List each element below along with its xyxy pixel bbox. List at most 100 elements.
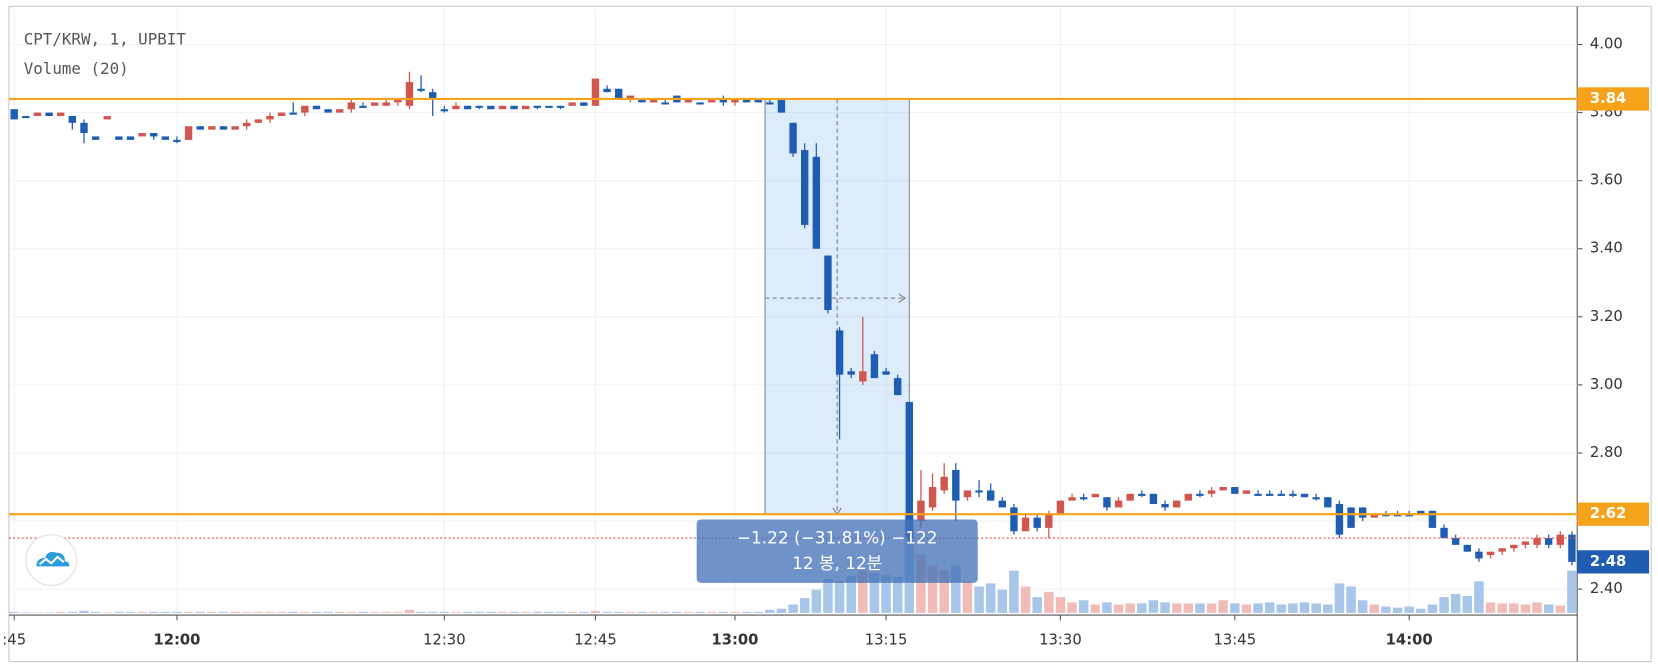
candle-body [301, 105, 309, 113]
volume-bar [695, 611, 705, 613]
y-tick-label: 3.60 [1590, 172, 1623, 189]
x-tick-label: 13:00 [711, 631, 758, 648]
volume-bar [1299, 602, 1310, 613]
logo-line[interactable] [38, 555, 65, 566]
volume-bar [590, 610, 601, 613]
candle-body [556, 105, 565, 108]
volume-bar [1462, 596, 1473, 613]
candle-body [57, 112, 65, 117]
volume-bar [520, 611, 531, 613]
volume-bar [834, 581, 845, 613]
volume-bar [114, 611, 124, 613]
volume-bar [637, 611, 647, 613]
volume-bar [1474, 581, 1484, 613]
y-tick-label: 3.00 [1590, 376, 1623, 393]
candle-body [1358, 507, 1367, 518]
logo[interactable] [25, 534, 78, 586]
candle-body [986, 490, 995, 501]
volume-bar [706, 611, 717, 613]
volume-bar [90, 611, 101, 613]
volume-bar [567, 611, 577, 613]
logo-cloud[interactable] [36, 551, 70, 567]
candle-body [196, 126, 204, 130]
volume-bar [1206, 603, 1217, 613]
candle-body [1289, 493, 1297, 496]
measure-label-box [696, 519, 978, 583]
candle-body [1312, 497, 1320, 500]
candle-body [103, 116, 111, 120]
volume-bar [613, 611, 624, 613]
volume-bar [79, 610, 89, 613]
volume-bar [1450, 593, 1461, 613]
volume-bar [625, 611, 636, 613]
volume-bar [892, 577, 903, 613]
candle-body [1451, 538, 1460, 545]
price-label: 3.84 [1590, 90, 1626, 107]
candle-body [1068, 497, 1076, 501]
volume-bar [427, 611, 438, 613]
candle-body [649, 98, 658, 103]
candle-body [126, 136, 135, 140]
candle-body [1533, 538, 1541, 545]
volume-bar [1171, 603, 1182, 613]
candle-body [661, 102, 669, 105]
marks [10, 71, 1576, 566]
volume-bar [253, 611, 264, 613]
volume-bar [916, 554, 926, 613]
candle-body [1510, 544, 1518, 549]
volume-bar [1102, 602, 1112, 613]
y-tick-label: 3.20 [1590, 308, 1623, 325]
volume-bar [718, 611, 729, 613]
candle-body [91, 136, 100, 140]
candle-body [1172, 500, 1181, 508]
candle-body [870, 354, 879, 379]
candle-body [1486, 551, 1495, 556]
volume-bar [1055, 597, 1066, 613]
candle-body [1207, 490, 1216, 494]
candle-body [1475, 551, 1483, 559]
volume-bar [1439, 597, 1449, 613]
candle-body [1382, 514, 1390, 517]
candle-body [812, 156, 821, 249]
volume-bar [765, 609, 775, 613]
candle-body [859, 371, 867, 382]
x-tick-label: 12:30 [423, 631, 466, 648]
candle-body [1149, 493, 1158, 505]
candle-body [824, 255, 832, 311]
candle-body [243, 122, 251, 127]
volume-bar [1032, 597, 1042, 613]
candle-body [429, 92, 437, 99]
candle-body [789, 122, 797, 154]
candle-body [893, 378, 902, 396]
candle-body [754, 98, 762, 103]
candle-body [1114, 500, 1123, 508]
volume-bar [1078, 600, 1089, 613]
volume-bar [474, 611, 484, 613]
volume-bar [148, 611, 159, 613]
candle-body [1103, 497, 1111, 508]
candle-body [1021, 517, 1030, 532]
candle-body [638, 98, 646, 103]
volume-bar [288, 611, 298, 613]
volume-bar [300, 611, 310, 613]
volume-bar [1323, 604, 1333, 613]
candle-body [1056, 500, 1065, 515]
volume-bar [323, 611, 333, 613]
candle-body [33, 112, 42, 117]
candle-body [707, 98, 716, 103]
volume-bar [579, 611, 589, 613]
candle-body [1393, 514, 1402, 517]
volume-bar [962, 581, 973, 613]
volume-bar [195, 611, 205, 613]
candle-body [336, 109, 344, 113]
volume-bar [404, 609, 415, 613]
price-label-box [1577, 502, 1650, 526]
volume-bar [648, 611, 659, 613]
volume-bar [1090, 604, 1101, 613]
volume-bar [869, 572, 880, 613]
volume-bar [509, 611, 519, 613]
candle-body [1196, 493, 1204, 496]
volume-bar [672, 611, 682, 613]
volume-bar [939, 570, 949, 613]
